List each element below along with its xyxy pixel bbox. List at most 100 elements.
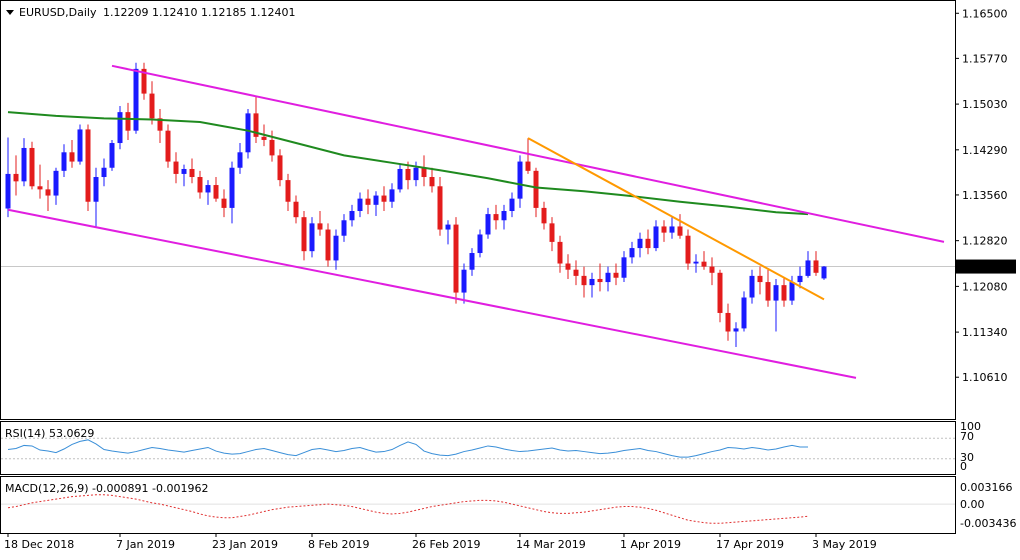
candle-body: [5, 173, 11, 209]
candle-body: [757, 275, 763, 283]
candle: [461, 263, 467, 304]
candle: [629, 241, 635, 264]
candle-body: [317, 223, 323, 230]
candle-body: [341, 220, 347, 236]
macd-tick-label: 0.00: [960, 498, 985, 511]
price-tick-label: 1.15770: [962, 52, 1008, 65]
candle: [93, 167, 99, 227]
candle: [725, 303, 731, 341]
header-dropdown-icon[interactable]: [6, 10, 14, 15]
candle-body: [477, 234, 483, 254]
candle-body: [541, 207, 547, 224]
candle: [301, 211, 307, 261]
candle-body: [405, 168, 411, 181]
candle-body: [301, 217, 307, 252]
candle-body: [669, 226, 675, 233]
price-tick-label: 1.14290: [962, 144, 1008, 157]
candle: [605, 266, 611, 292]
axis-labels: 1.16500 1.15770 1.15030 1.14290 1.13560 1.128…: [4, 7, 1016, 551]
candle: [45, 180, 51, 211]
candle: [797, 266, 803, 289]
candle-body: [173, 161, 179, 174]
candle-body: [733, 328, 739, 332]
candle-body: [453, 224, 459, 293]
candle: [101, 158, 107, 187]
candle-body: [133, 68, 139, 131]
symbol-label: EURUSD,Daily: [19, 6, 97, 19]
candle: [333, 229, 339, 270]
channel-upper-line: [111, 64, 945, 243]
candle: [149, 81, 155, 125]
candle-body: [45, 189, 51, 196]
candle: [245, 109, 251, 159]
candle-body: [253, 113, 259, 137]
candle-body: [309, 223, 315, 252]
candle: [397, 164, 403, 193]
candle: [317, 211, 323, 236]
date-tick-label: 18 Dec 2018: [4, 538, 74, 551]
candle: [565, 254, 571, 279]
candle-body: [189, 168, 195, 178]
candle: [613, 263, 619, 286]
candle-body: [85, 129, 91, 202]
candle-body: [93, 177, 99, 202]
candle: [365, 189, 371, 215]
price-tick-label: 1.13560: [962, 189, 1008, 202]
candle-body: [501, 211, 507, 221]
macd-signal-line: [7, 494, 809, 524]
candle-body: [365, 198, 371, 205]
candle-body: [277, 155, 283, 181]
date-tick-label: 17 Apr 2019: [716, 538, 784, 551]
candle: [341, 214, 347, 242]
candle: [205, 180, 211, 205]
candle-body: [357, 198, 363, 211]
candle: [253, 96, 259, 144]
candle-body: [157, 118, 163, 131]
candle-body: [805, 260, 811, 276]
candle-body: [293, 201, 299, 218]
last-price-label: 1.12401: [962, 261, 1008, 274]
candle: [549, 217, 555, 252]
candle-body: [69, 152, 75, 162]
candle: [349, 204, 355, 227]
candle-body: [517, 161, 523, 199]
candle: [213, 177, 219, 202]
candle-body: [685, 235, 691, 264]
price-tick-label: 1.12820: [962, 235, 1008, 248]
candle-body: [229, 167, 235, 208]
macd-pane[interactable]: [0, 476, 956, 534]
candle-body: [533, 170, 539, 208]
candle: [509, 192, 515, 218]
candle-body: [61, 152, 67, 171]
candle-body: [621, 257, 627, 278]
candle-body: [333, 235, 339, 261]
candle: [477, 229, 483, 258]
candle: [741, 291, 747, 332]
candle-body: [677, 226, 683, 236]
candle-body: [77, 129, 83, 162]
candle: [693, 254, 699, 273]
candle: [165, 124, 171, 168]
price-marks: [1, 62, 955, 379]
candle-body: [165, 130, 171, 162]
candle-body: [13, 173, 19, 182]
candle: [653, 220, 659, 252]
rsi-title: RSI(14) 53.0629: [5, 427, 94, 440]
candle-body: [701, 261, 707, 267]
candle-body: [37, 186, 43, 190]
candle: [125, 102, 131, 140]
price-tick-label: 1.11340: [962, 326, 1008, 339]
candle: [429, 167, 435, 193]
candle: [285, 173, 291, 211]
candle: [141, 62, 147, 100]
candle-body: [717, 272, 723, 313]
candle: [485, 207, 491, 239]
candle: [501, 204, 507, 230]
channel-lower-line: [7, 208, 857, 379]
candle: [37, 164, 43, 199]
candle-body: [53, 170, 59, 196]
candle: [277, 149, 283, 187]
candle-body: [221, 198, 227, 208]
candle: [733, 322, 739, 347]
